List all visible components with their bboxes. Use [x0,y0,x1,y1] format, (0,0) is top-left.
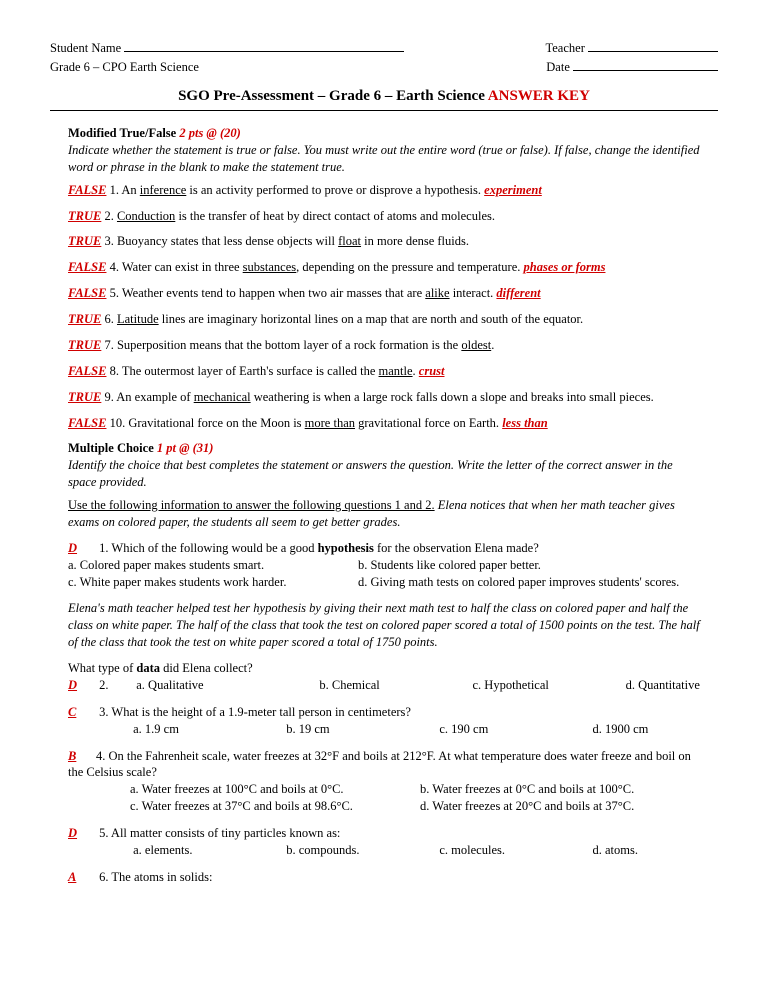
q6: A 6. The atoms in solids: [68,869,700,886]
tf-instr: Indicate whether the statement is true o… [68,143,700,174]
mc-instr: Identify the choice that best completes … [68,458,673,489]
tf-item: TRUE 6. Latitude lines are imaginary hor… [68,311,700,328]
q6-ans: A [68,869,96,886]
q5-b: b. compounds. [286,842,436,859]
page-title: SGO Pre-Assessment – Grade 6 – Earth Sci… [50,86,718,106]
student-name-label: Student Name [50,41,121,55]
q2-tail: did Elena collect? [160,661,253,675]
tf-item: TRUE 2. Conduction is the transfer of he… [68,208,700,225]
q5-d: d. atoms. [593,843,638,857]
q2-ans: D [68,677,96,694]
mc-heading-text: Multiple Choice [68,441,157,455]
title-key: ANSWER KEY [488,88,590,104]
teacher-line [588,51,718,52]
tf-heading-text: Modified True/False [68,126,179,140]
q6-num: 6. The atoms in solids: [99,870,212,884]
q5: D 5. All matter consists of tiny particl… [68,825,700,859]
q4-c: c. Water freezes at 37°C and boils at 98… [130,798,420,815]
q4-a: a. Water freezes at 100°C and boils at 0… [130,781,420,798]
q3-ans: C [68,704,96,721]
q5-ans: D [68,825,96,842]
title-main: SGO Pre-Assessment – Grade 6 – Earth Sci… [178,88,488,104]
tf-item: TRUE 9. An example of mechanical weather… [68,389,700,406]
header-row-1: Student Name Teacher [50,40,718,57]
q1-bold: hypothesis [318,541,374,555]
tf-item: TRUE 7. Superposition means that the bot… [68,337,700,354]
q3-b: b. 19 cm [286,721,436,738]
mc-heading: Multiple Choice 1 pt @ (31) Identify the… [68,440,700,491]
tf-item: FALSE 8. The outermost layer of Earth's … [68,363,700,380]
q1: D 1. Which of the following would be a g… [68,540,700,591]
student-name-line [124,51,404,52]
tf-item: TRUE 3. Buoyancy states that less dense … [68,233,700,250]
q4-b: b. Water freezes at 0°C and boils at 100… [420,781,634,798]
q3-c: c. 190 cm [439,721,589,738]
content: Modified True/False 2 pts @ (20) Indicat… [50,125,718,886]
title-rule [50,110,718,111]
q4-ans: B [68,748,96,765]
q3-a: a. 1.9 cm [133,721,283,738]
tf-item: FALSE 10. Gravitational force on the Moo… [68,415,700,432]
q3-d: d. 1900 cm [593,722,649,736]
mc-pts: 1 pt @ (31) [157,441,214,455]
q2: What type of data did Elena collect? D 2… [68,660,700,694]
q4-d: d. Water freezes at 20°C and boils at 37… [420,798,634,815]
q1-ans: D [68,540,96,557]
q1-d: d. Giving math tests on colored paper im… [358,574,679,591]
q2-d: d. Quantitative [626,678,700,692]
q2-a: a. Qualitative [136,677,316,694]
q2-c: c. Hypothetical [473,677,623,694]
q1-b: b. Students like colored paper better. [358,557,541,574]
q2-lead: What type of [68,661,136,675]
header-row-2: Grade 6 – CPO Earth Science Date [50,59,718,76]
teacher-label: Teacher [546,41,585,55]
q5-a: a. elements. [133,842,283,859]
q4: B 4. On the Fahrenheit scale, water free… [68,748,700,816]
q1-c: c. White paper makes students work harde… [68,574,358,591]
q3: C 3. What is the height of a 1.9-meter t… [68,704,700,738]
tf-item: FALSE 4. Water can exist in three substa… [68,259,700,276]
q3-num: 3. What is the height of a 1.9-meter tal… [99,705,411,719]
passage-1: Use the following information to answer … [68,497,700,531]
tf-item: FALSE 5. Weather events tend to happen w… [68,285,700,302]
q1-a: a. Colored paper makes students smart. [68,557,358,574]
q2-num: 2. [99,677,133,694]
passage-1a: Use the following information to answer … [68,498,435,512]
q1-num: 1. Which of the following would be a goo… [99,541,317,555]
tf-item: FALSE 1. An inference is an activity per… [68,182,700,199]
q1-tail: for the observation Elena made? [374,541,539,555]
q4-num: 4. On the Fahrenheit scale, water freeze… [68,749,691,780]
q5-c: c. molecules. [439,842,589,859]
passage-2: Elena's math teacher helped test her hyp… [68,600,700,651]
tf-pts: 2 pts @ (20) [179,126,240,140]
q2-bold: data [136,661,160,675]
q5-num: 5. All matter consists of tiny particles… [99,826,340,840]
date-line [573,70,718,71]
grade-line: Grade 6 – CPO Earth Science [50,59,199,76]
date-label: Date [546,60,570,74]
tf-block: FALSE 1. An inference is an activity per… [68,182,700,432]
q2-b: b. Chemical [319,677,469,694]
tf-heading: Modified True/False 2 pts @ (20) Indicat… [68,125,700,176]
